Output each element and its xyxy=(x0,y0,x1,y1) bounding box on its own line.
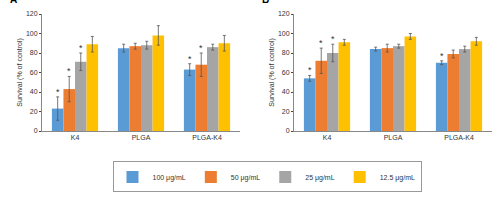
svg-text:PLGA: PLGA xyxy=(132,134,151,141)
svg-text:60: 60 xyxy=(282,69,290,76)
svg-text:100 μg/mL: 100 μg/mL xyxy=(153,174,186,182)
svg-text:K4: K4 xyxy=(323,134,332,141)
svg-text:20: 20 xyxy=(282,108,290,115)
svg-text:B: B xyxy=(262,0,269,5)
svg-text:PLGA-K4: PLGA-K4 xyxy=(192,134,222,141)
svg-text:*: * xyxy=(56,87,60,97)
svg-text:*: * xyxy=(79,43,83,53)
svg-text:80: 80 xyxy=(30,49,38,56)
svg-text:25 μg/mL: 25 μg/mL xyxy=(305,174,334,182)
svg-text:*: * xyxy=(331,34,335,44)
svg-text:60: 60 xyxy=(30,69,38,76)
svg-text:120: 120 xyxy=(278,10,290,17)
svg-text:120: 120 xyxy=(26,10,38,17)
svg-text:A: A xyxy=(10,0,17,5)
svg-text:*: * xyxy=(308,65,312,75)
svg-text:100: 100 xyxy=(278,30,290,37)
svg-text:0: 0 xyxy=(286,127,290,134)
svg-text:12.5 μg/mL: 12.5 μg/mL xyxy=(380,174,415,182)
svg-text:40: 40 xyxy=(282,88,290,95)
svg-text:*: * xyxy=(319,38,323,48)
svg-text:80: 80 xyxy=(282,49,290,56)
svg-text:20: 20 xyxy=(30,108,38,115)
svg-text:*: * xyxy=(188,54,192,64)
svg-text:40: 40 xyxy=(30,88,38,95)
svg-text:PLGA-K4: PLGA-K4 xyxy=(444,134,474,141)
svg-text:PLGA: PLGA xyxy=(384,134,403,141)
svg-text:0: 0 xyxy=(34,127,38,134)
svg-text:K4: K4 xyxy=(71,134,80,141)
svg-text:50 μg/mL: 50 μg/mL xyxy=(231,174,260,182)
svg-text:Survival (% of control): Survival (% of control) xyxy=(16,38,24,106)
svg-text:*: * xyxy=(67,66,71,76)
svg-text:*: * xyxy=(440,51,444,61)
svg-text:100: 100 xyxy=(26,30,38,37)
svg-text:*: * xyxy=(199,43,203,53)
svg-text:Survival (% of control): Survival (% of control) xyxy=(268,38,276,106)
